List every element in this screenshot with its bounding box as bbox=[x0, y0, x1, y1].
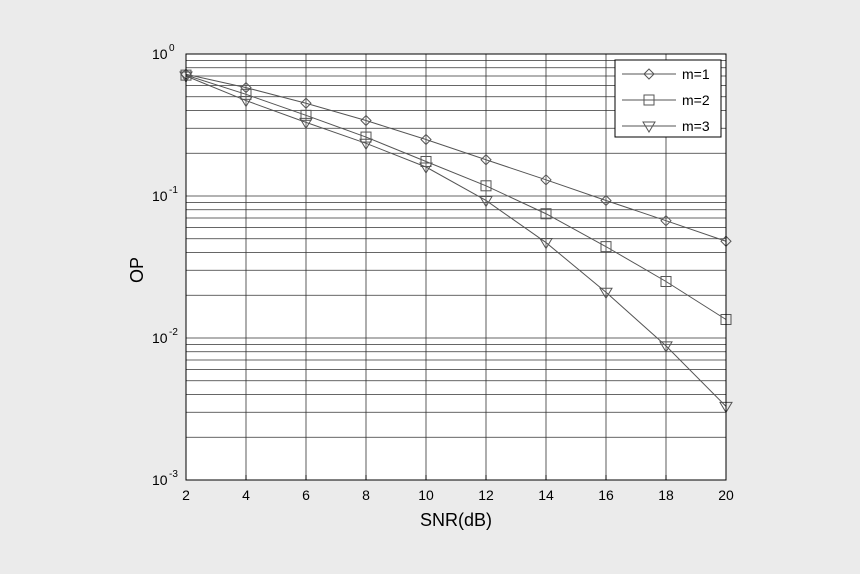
series-line bbox=[185, 73, 727, 242]
x-tick-labels: 2 4 6 8 10 12 14 16 18 20 bbox=[182, 475, 734, 503]
series-m=2 bbox=[180, 69, 732, 325]
data-point bbox=[419, 162, 433, 174]
y-tick-base: 10 bbox=[152, 330, 168, 346]
y-tick-label: 10 -2 bbox=[152, 327, 178, 346]
data-point bbox=[599, 287, 613, 300]
legend-box bbox=[614, 59, 722, 138]
y-tick-exponent: -1 bbox=[169, 185, 178, 196]
x-tick-label: 14 bbox=[538, 487, 554, 503]
y-tick-base: 10 bbox=[152, 472, 168, 488]
legend-label: m=1 bbox=[682, 66, 710, 82]
data-point bbox=[480, 180, 492, 192]
x-tick-label: 2 bbox=[182, 487, 190, 503]
data-point bbox=[240, 81, 252, 94]
data-point bbox=[540, 174, 552, 186]
data-point bbox=[299, 117, 313, 130]
y-tick-exponent: 0 bbox=[169, 43, 175, 54]
series-line bbox=[185, 75, 727, 407]
data-point bbox=[240, 88, 252, 100]
axes-frame bbox=[185, 53, 727, 481]
data-point bbox=[600, 241, 612, 253]
y-tick-label: 10 0 bbox=[152, 43, 175, 62]
data-point bbox=[660, 275, 672, 287]
series-layer bbox=[179, 68, 733, 414]
legend-entry: m=1 bbox=[622, 66, 710, 82]
legend-marker bbox=[643, 68, 655, 80]
series-m=1 bbox=[180, 68, 732, 247]
data-point bbox=[359, 138, 373, 151]
legend-marker bbox=[643, 94, 655, 106]
data-point bbox=[300, 97, 312, 109]
y-tick-base: 10 bbox=[152, 46, 168, 62]
data-point bbox=[420, 133, 432, 146]
data-point bbox=[480, 154, 492, 166]
legend: m=1 m=2 m=3 bbox=[614, 59, 722, 138]
legend-entry: m=3 bbox=[622, 118, 710, 134]
x-tick-label: 10 bbox=[418, 487, 434, 503]
x-tick-label: 6 bbox=[302, 487, 310, 503]
y-tick-label: 10 -3 bbox=[152, 469, 178, 488]
data-point bbox=[360, 114, 372, 127]
legend-label: m=2 bbox=[682, 92, 710, 108]
series-line bbox=[185, 74, 727, 320]
data-point bbox=[539, 238, 553, 250]
data-point bbox=[300, 109, 312, 121]
legend-label: m=3 bbox=[682, 118, 710, 134]
x-tick-label: 8 bbox=[362, 487, 370, 503]
data-point bbox=[660, 214, 672, 227]
data-point bbox=[540, 208, 552, 220]
data-point bbox=[479, 195, 493, 208]
data-point bbox=[600, 194, 612, 207]
x-tick-label: 20 bbox=[718, 487, 734, 503]
y-tick-exponent: -2 bbox=[169, 327, 178, 338]
x-tick-label: 12 bbox=[478, 487, 494, 503]
y-tick-base: 10 bbox=[152, 188, 168, 204]
x-tick-label: 4 bbox=[242, 487, 250, 503]
x-tick-label: 16 bbox=[598, 487, 614, 503]
data-point bbox=[239, 96, 253, 108]
data-point bbox=[659, 341, 673, 353]
legend-marker bbox=[642, 121, 656, 133]
x-tick-label: 18 bbox=[658, 487, 674, 503]
data-point bbox=[360, 131, 372, 143]
x-axis-label: SNR(dB) bbox=[420, 510, 492, 530]
y-axis-label: OP bbox=[127, 257, 147, 283]
legend-entry: m=2 bbox=[622, 92, 710, 108]
y-tick-label: 10 -1 bbox=[152, 185, 178, 204]
y-tick-exponent: -3 bbox=[169, 469, 178, 480]
